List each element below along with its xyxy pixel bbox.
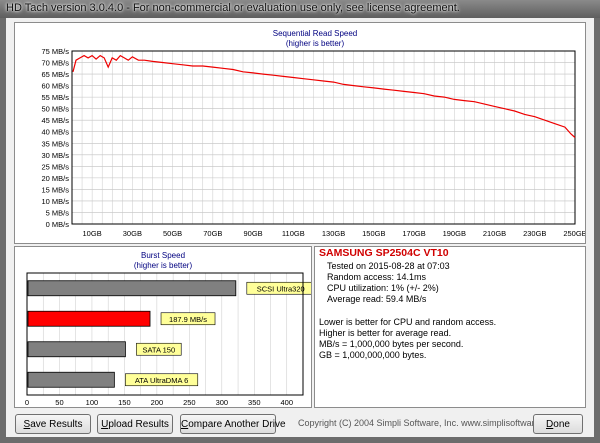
- main-window: Sequential Read Speed (higher is better)…: [6, 18, 594, 437]
- seq-x-tick-label: 190GB: [443, 229, 466, 238]
- done-hotkey: D: [546, 419, 554, 430]
- done-label: one: [553, 419, 570, 430]
- sequential-read-panel: Sequential Read Speed (higher is better)…: [14, 22, 587, 244]
- seq-y-tick-label: 0 MB/s: [46, 220, 70, 229]
- seq-y-tick-label: 5 MB/s: [46, 208, 70, 217]
- seq-x-tick-label: 250GB: [563, 229, 585, 238]
- burst-bar-label-box: [125, 373, 199, 387]
- burst-bar-label: ATA UltraDMA 6: [135, 376, 189, 385]
- burst-bar-label: SATA 150: [142, 345, 175, 354]
- burst-bar: [27, 310, 151, 327]
- seq-x-tick-label: 170GB: [402, 229, 425, 238]
- seq-x-tick-label: 30GB: [123, 229, 142, 238]
- random-access: Random access: 14.1ms: [327, 272, 427, 282]
- burst-bar-label: SCSI Ultra320: [257, 284, 305, 293]
- seq-y-tick-label: 15 MB/s: [41, 185, 69, 194]
- seq-y-tick-label: 20 MB/s: [41, 174, 69, 183]
- upload-results-button[interactable]: Upload Results: [97, 414, 173, 434]
- seq-x-tick-label: 50GB: [163, 229, 182, 238]
- note-gb-definition: GB = 1,000,000,000 bytes.: [319, 350, 427, 360]
- seq-x-tick-label: 70GB: [203, 229, 222, 238]
- window-title: HD Tach version 3.0.4.0 - For non-commer…: [6, 2, 460, 14]
- burst-x-tick-label: 100: [86, 398, 99, 407]
- seq-y-tick-label: 30 MB/s: [41, 151, 69, 160]
- burst-speed-panel: Burst Speed (higher is better) SCSI Ultr…: [14, 246, 315, 408]
- burst-bar: [27, 341, 126, 358]
- burst-bar: [27, 371, 115, 388]
- burst-x-tick-label: 50: [55, 398, 63, 407]
- upload-hotkey: U: [101, 419, 109, 430]
- seq-y-tick-label: 60 MB/s: [41, 82, 69, 91]
- seq-y-tick-label: 75 MB/s: [41, 47, 69, 56]
- seq-y-tick-label: 70 MB/s: [41, 59, 69, 68]
- seq-x-tick-label: 130GB: [322, 229, 345, 238]
- seq-y-tick-label: 10 MB/s: [41, 197, 69, 206]
- seq-y-tick-label: 25 MB/s: [41, 162, 69, 171]
- drive-model-title: SAMSUNG SP2504C VT10: [319, 247, 449, 259]
- done-button[interactable]: Done: [533, 414, 583, 434]
- burst-x-tick-label: 400: [281, 398, 294, 407]
- burst-x-tick-label: 250: [183, 398, 196, 407]
- cpu-utilization: CPU utilization: 1% (+/- 2%): [327, 283, 439, 293]
- seq-y-tick-label: 45 MB/s: [41, 116, 69, 125]
- burst-bar-label-box: [160, 312, 216, 326]
- seq-x-tick-label: 90GB: [243, 229, 262, 238]
- burst-x-tick-label: 200: [151, 398, 164, 407]
- compare-another-drive-button[interactable]: Compare Another Drive: [180, 414, 286, 434]
- window-titlebar[interactable]: HD Tach version 3.0.4.0 - For non-commer…: [0, 0, 600, 18]
- burst-bar-label-box: [136, 342, 182, 356]
- compare-hotkey: C: [181, 419, 189, 430]
- seq-y-tick-label: 40 MB/s: [41, 128, 69, 137]
- seq-chart-title: Sequential Read Speed: [273, 29, 358, 38]
- burst-x-tick-label: 350: [248, 398, 261, 407]
- compare-label: ompare Another Drive: [188, 419, 286, 430]
- test-date: Tested on 2015-08-28 at 07:03: [327, 261, 450, 271]
- seq-x-tick-label: 150GB: [362, 229, 385, 238]
- burst-bar-label: 187.9 MB/s: [169, 315, 207, 324]
- burst-x-tick-label: 0: [25, 398, 29, 407]
- save-label: ave Results: [30, 419, 83, 430]
- burst-bar: [27, 280, 237, 297]
- burst-chart-title: Burst Speed: [141, 251, 185, 260]
- burst-speed-chart: Burst Speed (higher is better) SCSI Ultr…: [25, 251, 315, 407]
- note-higher-better: Higher is better for average read.: [319, 328, 452, 338]
- sequential-read-chart: Sequential Read Speed (higher is better)…: [41, 29, 586, 238]
- burst-x-tick-label: 150: [118, 398, 131, 407]
- save-hotkey: S: [23, 419, 31, 430]
- seq-y-tick-label: 65 MB/s: [41, 70, 69, 79]
- seq-x-tick-label: 110GB: [282, 229, 305, 238]
- save-results-button[interactable]: Save Results: [15, 414, 91, 434]
- average-read: Average read: 59.4 MB/s: [327, 294, 427, 304]
- seq-x-tick-label: 210GB: [483, 229, 506, 238]
- copyright-text: Copyright (C) 2004 Simpli Software, Inc.…: [298, 418, 560, 428]
- seq-y-tick-label: 55 MB/s: [41, 93, 69, 102]
- seq-x-tick-label: 230GB: [523, 229, 546, 238]
- sequential-read-line: [72, 54, 576, 138]
- seq-x-tick-label: 10GB: [83, 229, 102, 238]
- seq-y-tick-label: 50 MB/s: [41, 105, 69, 114]
- seq-chart-subtitle: (higher is better): [286, 39, 345, 48]
- upload-label: pload Results: [108, 419, 169, 430]
- burst-x-tick-label: 300: [216, 398, 229, 407]
- drive-info-panel: SAMSUNG SP2504C VT10 Tested on 2015-08-2…: [314, 246, 586, 408]
- note-mbs-definition: MB/s = 1,000,000 bytes per second.: [319, 339, 464, 349]
- note-lower-better: Lower is better for CPU and random acces…: [319, 317, 497, 327]
- burst-chart-subtitle: (higher is better): [134, 261, 193, 270]
- seq-y-tick-label: 35 MB/s: [41, 139, 69, 148]
